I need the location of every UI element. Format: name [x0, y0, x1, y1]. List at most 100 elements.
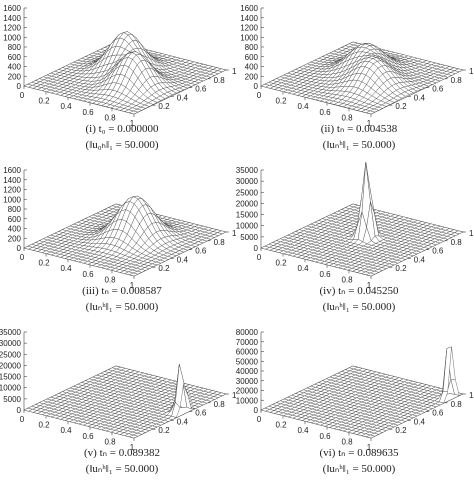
y-tick-label: 0.6	[195, 247, 207, 256]
y-tick-label: 0.4	[414, 417, 426, 426]
x-tick-label: 0.6	[82, 270, 94, 279]
z-tick-label: 25000	[236, 188, 259, 197]
z-tick-label: 400	[245, 63, 259, 72]
z-tick-label: 1200	[3, 186, 21, 195]
x-tick-label: 0	[257, 415, 262, 424]
z-tick-label: 200	[245, 72, 259, 81]
z-tick-label: 600	[8, 53, 22, 62]
x-tick-label: 1	[367, 119, 372, 128]
x-tick-label: 0.6	[82, 432, 94, 441]
x-tick-label: 0.4	[60, 264, 72, 273]
z-tick-label: 1000	[240, 33, 258, 42]
z-tick-label: 50000	[236, 357, 259, 366]
z-tick-label: 1600	[240, 4, 258, 13]
x-tick-label: 0.2	[38, 421, 50, 430]
y-tick-label: 1	[232, 67, 237, 76]
z-tick-label: 5000	[240, 233, 258, 242]
y-tick-label: 0.2	[158, 426, 170, 435]
x-tick-label: 0	[257, 91, 262, 100]
y-tick-label: 0.2	[395, 426, 407, 435]
y-tick-label: 0.4	[177, 255, 189, 264]
caption: (iv) tₙ = 0.045250	[319, 285, 399, 297]
y-tick-label: 1	[469, 391, 474, 400]
x-tick-label: 0.2	[275, 97, 287, 106]
z-tick-label: 0	[254, 82, 259, 91]
z-tick-label: 80000	[236, 328, 259, 337]
y-tick-label: 0.6	[432, 409, 444, 418]
y-tick-label: 1	[469, 229, 474, 238]
x-tick-label: 0	[257, 253, 262, 262]
y-tick-label: 0.6	[432, 247, 444, 256]
caption: (iii) tₙ = 0.008587	[82, 285, 162, 297]
z-tick-label: 20000	[236, 199, 259, 208]
z-tick-label: 30000	[0, 339, 22, 348]
z-tick-label: 20000	[0, 361, 22, 370]
x-tick-label: 0.8	[104, 113, 116, 122]
x-tick-label: 1	[130, 281, 135, 290]
y-tick-label: 0.4	[414, 255, 426, 264]
y-tick-label: 0.2	[395, 264, 407, 273]
y-tick-label: 0.8	[451, 400, 463, 409]
z-tick-label: 400	[8, 63, 22, 72]
z-tick-label: 1600	[3, 4, 21, 13]
x-tick-label: 0.2	[38, 259, 50, 268]
y-tick-label: 0.8	[214, 238, 226, 247]
x-tick-label: 0.6	[319, 108, 331, 117]
z-tick-label: 200	[8, 72, 22, 81]
z-tick-label: 15000	[0, 373, 22, 382]
y-tick-label: 0.4	[177, 93, 189, 102]
x-tick-label: 1	[367, 443, 372, 452]
caption: (v) tₙ = 0.089382	[84, 447, 160, 459]
x-tick-label: 0	[20, 91, 25, 100]
y-tick-label: 0.4	[414, 93, 426, 102]
z-tick-label: 10000	[236, 396, 259, 405]
z-tick-label: 600	[8, 215, 22, 224]
x-tick-label: 0.8	[341, 275, 353, 284]
z-tick-label: 800	[245, 43, 259, 52]
norm-label: (‖uₙʰ‖₁ = 50.000)	[86, 463, 159, 475]
x-tick-label: 0.2	[275, 421, 287, 430]
norm-label: (‖uₙʰ‖₁ = 50.000)	[323, 139, 396, 151]
z-tick-label: 1600	[3, 166, 21, 175]
x-tick-label: 1	[130, 119, 135, 128]
norm-label: (‖uₙʰ‖₁ = 50.000)	[323, 301, 396, 313]
x-tick-label: 0.8	[104, 437, 116, 446]
z-tick-label: 30000	[236, 377, 259, 386]
y-tick-label: 0.4	[177, 417, 189, 426]
y-tick-label: 0.6	[195, 85, 207, 94]
x-tick-label: 0.8	[341, 113, 353, 122]
z-tick-label: 800	[8, 43, 22, 52]
norm-label: (‖uₙʰ‖₁ = 50.000)	[86, 301, 159, 313]
z-tick-label: 0	[254, 244, 259, 253]
x-tick-label: 1	[367, 281, 372, 290]
surface-cell	[365, 110, 376, 115]
y-tick-label: 0.8	[214, 400, 226, 409]
z-tick-label: 0	[254, 406, 259, 415]
z-tick-label: 400	[8, 225, 22, 234]
surface-cell	[128, 110, 139, 115]
z-tick-label: 35000	[0, 328, 22, 337]
y-tick-label: 0.8	[214, 76, 226, 85]
x-tick-label: 0	[20, 415, 25, 424]
norm-label: (‖uₙʰ‖₁ = 50.000)	[323, 463, 396, 475]
x-tick-label: 0.4	[60, 102, 72, 111]
x-tick-label: 0.4	[297, 426, 309, 435]
surface-cell	[128, 434, 139, 439]
z-tick-label: 20000	[236, 387, 259, 396]
z-tick-label: 10000	[0, 384, 22, 393]
z-tick-label: 5000	[3, 395, 21, 404]
caption: (i) t₀ = 0.000000	[86, 123, 159, 135]
panel: 0100002000030000400005000060000700008000…	[236, 328, 474, 475]
z-tick-label: 60000	[236, 348, 259, 357]
panel: 0200400600800100012001400160000.20.40.60…	[3, 166, 237, 313]
surface-cell	[128, 272, 139, 277]
y-tick-label: 1	[232, 391, 237, 400]
norm-label: (‖u₀ₕ‖₁ = 50.000)	[85, 139, 158, 151]
z-tick-label: 0	[17, 82, 22, 91]
z-tick-label: 35000	[236, 166, 259, 175]
y-tick-label: 1	[232, 229, 237, 238]
x-tick-label: 0.4	[297, 264, 309, 273]
z-tick-label: 30000	[236, 177, 259, 186]
panel: 0200400600800100012001400160000.20.40.60…	[3, 4, 237, 151]
